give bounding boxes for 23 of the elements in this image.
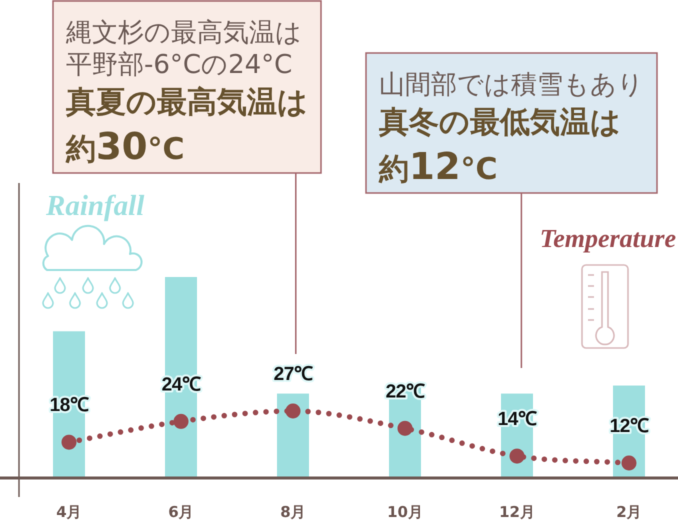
point (622, 456, 636, 470)
data-label: 12℃ (610, 416, 649, 437)
callout: 山間部では積雪もあり真冬の最低気温は約12°C (365, 52, 658, 194)
text: Temperature (540, 224, 676, 253)
data-label: 22℃ (386, 381, 425, 402)
callout: 縄文杉の最高気温は平野部-6°Cの24°C真夏の最高気温は約30°C (52, 0, 322, 174)
data-label: 14℃ (498, 409, 537, 430)
data-label: 24℃ (162, 374, 201, 396)
data-label: 27℃ (274, 364, 313, 385)
text: Rainfall (45, 190, 146, 222)
x-tick-label: 6月 (168, 503, 194, 521)
bar (277, 394, 309, 478)
x-tick-label: 8月 (280, 503, 306, 521)
x-tick-label: 4月 (56, 503, 82, 521)
x-tick-label: 2月 (616, 503, 642, 521)
x-tick-label: 10月 (387, 503, 423, 521)
data-label: 18℃ (50, 395, 89, 416)
point (62, 434, 76, 450)
point (174, 414, 188, 429)
point (286, 404, 300, 418)
x-tick-label: 12月 (499, 503, 535, 521)
point (510, 448, 524, 464)
point (398, 420, 412, 436)
